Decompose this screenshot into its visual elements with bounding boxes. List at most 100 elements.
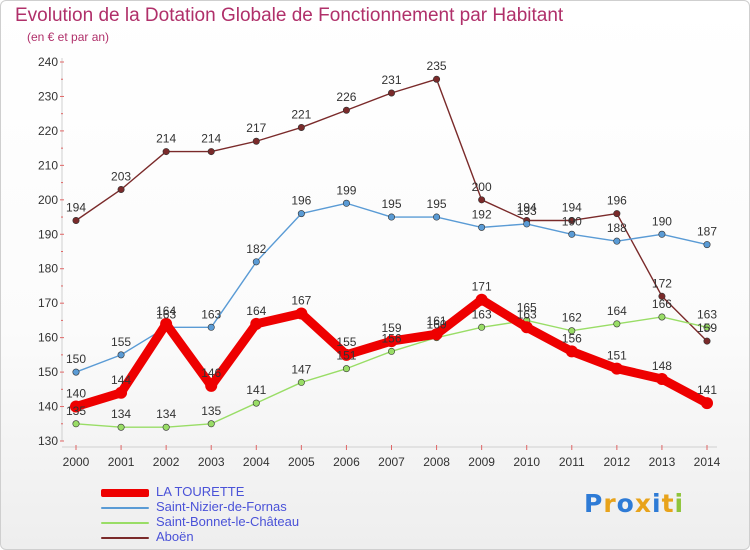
x-tick-label: 2013 (649, 455, 676, 469)
data-label: 141 (697, 383, 717, 397)
data-point (117, 423, 125, 431)
legend-label: LA TOURETTE (156, 484, 245, 499)
data-point (658, 230, 666, 238)
data-point (613, 210, 621, 218)
data-label: 159 (381, 321, 401, 335)
legend-label: Saint-Bonnet-le-Château (156, 514, 300, 529)
data-point (430, 328, 443, 341)
data-label: 162 (562, 311, 582, 325)
data-label: 164 (156, 304, 176, 318)
x-tick-label: 2000 (63, 455, 90, 469)
data-point (613, 237, 621, 245)
data-label: 167 (291, 294, 311, 308)
data-label: 194 (562, 200, 582, 214)
y-tick-label: 170 (38, 296, 58, 310)
data-point (207, 323, 215, 331)
data-label: 182 (246, 242, 266, 256)
data-point (658, 313, 666, 321)
data-label: 214 (201, 132, 221, 146)
data-label: 190 (562, 214, 582, 228)
chart-axes: 130 140 150 160 170 180 190 200 210 220 230 240 2000… (38, 55, 721, 469)
data-point (703, 241, 711, 249)
legend-label: Saint-Nizier-de-Fornas (156, 499, 287, 514)
data-label: 164 (246, 304, 266, 318)
y-tick-label: 200 (38, 193, 58, 207)
data-label: 163 (517, 307, 537, 321)
data-point (387, 347, 395, 355)
data-label: 200 (472, 180, 492, 194)
x-tick-label: 2012 (604, 455, 631, 469)
x-tick-label: 2001 (108, 455, 135, 469)
series-layer (70, 75, 713, 431)
data-point (70, 400, 82, 413)
data-point (252, 137, 260, 145)
chart-subtitle: (en € et par an) (27, 30, 110, 44)
data-label: 156 (381, 331, 401, 345)
data-point (568, 327, 576, 335)
data-label: 203 (111, 169, 131, 183)
data-point (655, 372, 668, 385)
data-point (387, 89, 395, 97)
data-point (297, 210, 305, 218)
data-point (72, 368, 80, 376)
y-tick-label: 210 (38, 158, 58, 172)
x-tick-label: 2011 (559, 455, 585, 469)
data-point (250, 317, 263, 330)
data-label: 235 (427, 59, 447, 73)
data-point (342, 365, 350, 373)
data-label: 147 (291, 362, 311, 376)
line-chart: 130 140 150 160 170 180 190 200 210 220 230 240 2000… (38, 55, 721, 469)
data-label: 135 (66, 404, 86, 418)
data-label: 196 (291, 194, 311, 208)
data-labels-layer: 194 203 214 214 217 221 226 231 235 200 194 194 196 1… (66, 59, 717, 421)
data-label: 148 (652, 359, 672, 373)
data-point (295, 307, 308, 320)
data-label: 141 (246, 383, 266, 397)
data-label: 214 (156, 132, 176, 146)
data-point (703, 337, 711, 345)
data-label: 221 (291, 107, 311, 121)
data-label: 217 (246, 121, 266, 135)
data-label: 163 (201, 307, 221, 321)
data-point (162, 423, 170, 431)
x-tick-label: 2009 (468, 455, 495, 469)
data-label: 196 (607, 194, 627, 208)
chart-title: Evolution de la Dotation Globale de Fonc… (15, 5, 564, 26)
data-point (205, 379, 218, 392)
data-point (115, 386, 128, 399)
data-point (478, 196, 486, 204)
legend-swatch (101, 507, 149, 509)
data-point (72, 216, 80, 224)
data-label: 194 (66, 200, 86, 214)
data-point (478, 223, 486, 231)
y-tick-label: 230 (38, 89, 58, 103)
y-tick-label: 240 (38, 55, 58, 69)
data-label: 231 (381, 73, 401, 87)
data-point (568, 216, 576, 224)
data-point (342, 106, 350, 114)
data-point (297, 378, 305, 386)
data-label: 134 (156, 407, 176, 421)
data-label: 195 (381, 197, 401, 211)
data-label: 187 (697, 225, 717, 239)
x-tick-label: 2005 (288, 455, 315, 469)
data-label: 146 (201, 366, 221, 380)
data-point (117, 185, 125, 193)
data-label: 190 (652, 214, 672, 228)
data-point (252, 258, 260, 266)
data-point (520, 321, 533, 334)
data-point (565, 345, 578, 358)
x-tick-label: 2010 (513, 455, 540, 469)
y-tick-label: 130 (38, 434, 58, 448)
data-label: 155 (336, 335, 356, 349)
data-point (162, 148, 170, 156)
data-point (613, 320, 621, 328)
data-label: 159 (697, 321, 717, 335)
data-point (207, 420, 215, 428)
data-label: 144 (111, 373, 131, 387)
x-tick-label: 2008 (423, 455, 450, 469)
x-tick-label: 2004 (243, 455, 270, 469)
data-label: 134 (111, 407, 131, 421)
data-label: 156 (562, 331, 582, 345)
y-tick-label: 160 (38, 331, 58, 345)
